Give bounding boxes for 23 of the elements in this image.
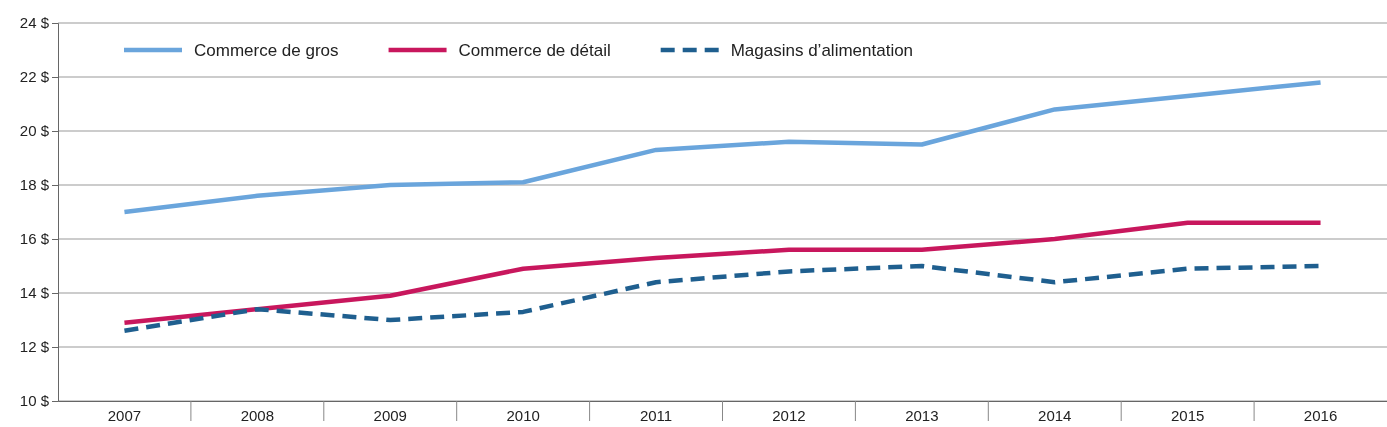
- x-tick-label: 2014: [1038, 406, 1072, 424]
- x-tick-label: 2008: [240, 406, 275, 424]
- line-series: [122, 220, 1323, 325]
- x-tick-label: 2010: [506, 406, 540, 424]
- y-tick-label: 10 $: [19, 392, 50, 410]
- x-tick-label: 2015: [1170, 406, 1205, 424]
- x-tick-label: 2016: [1303, 406, 1338, 424]
- x-tick-label: 2012: [772, 406, 806, 424]
- legend-label: Commerce de gros: [194, 41, 339, 60]
- y-tick-label: 16 $: [19, 230, 50, 248]
- y-tick-label: 12 $: [19, 338, 50, 356]
- y-tick-label: 14 $: [19, 284, 50, 302]
- y-tick-label: 24 $: [19, 14, 50, 32]
- y-tick-label: 18 $: [19, 176, 50, 194]
- x-tick-label: 2013: [905, 406, 939, 424]
- y-tick-label: 22 $: [19, 68, 50, 86]
- line-series: [122, 80, 1323, 215]
- y-tick-label: 20 $: [19, 122, 50, 140]
- legend-label: Commerce de détail: [458, 41, 611, 60]
- legend-label: Magasins d’alimentation: [730, 41, 914, 60]
- x-tick-label: 2011: [639, 406, 673, 424]
- x-tick-label: 2007: [107, 406, 142, 424]
- x-tick-label: 2009: [373, 406, 407, 424]
